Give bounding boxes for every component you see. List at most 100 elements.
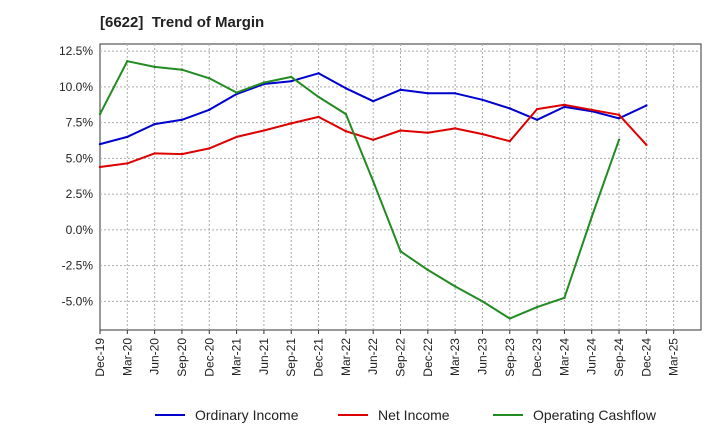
data-point-operating-cashflow xyxy=(453,285,457,288)
x-tick-label: Sep-22 xyxy=(394,338,408,377)
x-tick-label: Sep-23 xyxy=(503,338,517,377)
data-point-ordinary-income xyxy=(153,122,156,126)
data-point-ordinary-income xyxy=(126,135,129,139)
x-tick-label: Mar-22 xyxy=(339,338,353,376)
data-point-ordinary-income xyxy=(371,100,375,103)
plot-area xyxy=(99,43,702,331)
legend-item-operating-cashflow: Operating Cashflow xyxy=(493,407,657,423)
legend-label: Operating Cashflow xyxy=(533,407,657,423)
x-tick-label: Sep-21 xyxy=(284,338,298,377)
data-point-operating-cashflow xyxy=(317,95,320,99)
data-point-ordinary-income xyxy=(317,72,320,75)
y-tick-label: 7.5% xyxy=(66,116,94,130)
data-point-operating-cashflow xyxy=(617,138,621,142)
data-point-net-income xyxy=(317,115,320,119)
data-point-net-income xyxy=(399,129,402,132)
x-tick-label: Dec-24 xyxy=(639,338,653,377)
data-point-ordinary-income xyxy=(426,92,430,95)
chart-title: [6622] Trend of Margin xyxy=(100,14,265,31)
x-tick-label: Jun-23 xyxy=(475,338,489,375)
data-point-operating-cashflow xyxy=(262,81,266,84)
data-point-operating-cashflow xyxy=(399,250,402,253)
data-point-ordinary-income xyxy=(563,105,566,109)
data-point-ordinary-income xyxy=(508,107,511,110)
legend-item-ordinary-income: Ordinary Income xyxy=(155,407,299,423)
data-point-net-income xyxy=(563,103,566,106)
x-tick-label: Dec-23 xyxy=(530,338,544,377)
x-tick-label: Dec-22 xyxy=(421,338,435,377)
data-point-net-income xyxy=(344,130,348,133)
data-point-operating-cashflow xyxy=(153,65,156,69)
y-tick-label: 0.0% xyxy=(66,223,94,237)
data-point-operating-cashflow xyxy=(344,112,348,116)
data-point-net-income xyxy=(98,165,102,169)
data-point-operating-cashflow xyxy=(426,268,430,272)
data-point-operating-cashflow xyxy=(563,296,566,300)
x-tick-label: Sep-24 xyxy=(612,338,626,377)
data-point-net-income xyxy=(235,135,238,139)
legend-label: Net Income xyxy=(378,407,450,423)
data-point-ordinary-income xyxy=(208,108,211,111)
data-point-net-income xyxy=(453,127,457,130)
data-point-net-income xyxy=(208,147,211,150)
data-point-ordinary-income xyxy=(399,88,402,91)
x-tick-label: Mar-23 xyxy=(448,338,462,376)
x-tick-label: Mar-20 xyxy=(120,338,134,376)
data-point-ordinary-income xyxy=(535,118,539,121)
data-point-operating-cashflow xyxy=(126,59,129,63)
x-tick-label: Dec-20 xyxy=(202,338,216,377)
data-point-operating-cashflow xyxy=(590,215,593,219)
data-point-ordinary-income xyxy=(645,104,648,107)
data-point-operating-cashflow xyxy=(98,112,102,116)
data-point-operating-cashflow xyxy=(235,91,238,94)
data-point-net-income xyxy=(290,122,293,125)
x-tick-label: Jun-21 xyxy=(257,338,271,375)
x-tick-label: Sep-20 xyxy=(175,338,189,377)
data-point-net-income xyxy=(126,162,129,165)
data-point-net-income xyxy=(590,108,593,111)
data-point-net-income xyxy=(426,131,430,134)
series-line-operating-cashflow xyxy=(99,60,620,320)
data-point-ordinary-income xyxy=(453,92,457,95)
data-point-net-income xyxy=(481,132,484,136)
x-tick-label: Jun-24 xyxy=(585,338,599,375)
data-point-operating-cashflow xyxy=(371,180,375,183)
y-tick-label: 2.5% xyxy=(66,187,94,201)
data-point-ordinary-income xyxy=(290,79,293,83)
data-point-net-income xyxy=(535,107,539,111)
y-tick-label: -5.0% xyxy=(62,294,94,308)
x-tick-label: Jun-22 xyxy=(366,338,380,375)
data-point-ordinary-income xyxy=(180,118,184,121)
data-point-ordinary-income xyxy=(481,98,484,101)
data-point-operating-cashflow xyxy=(481,300,484,303)
data-point-net-income xyxy=(153,152,156,155)
x-tick-label: Jun-20 xyxy=(148,338,162,375)
data-point-net-income xyxy=(371,138,375,142)
data-point-operating-cashflow xyxy=(508,317,511,320)
data-point-net-income xyxy=(617,113,621,116)
x-tick-label: Mar-25 xyxy=(667,338,681,376)
data-point-operating-cashflow xyxy=(180,68,184,71)
y-tick-label: 5.0% xyxy=(66,151,94,165)
data-point-ordinary-income xyxy=(98,142,102,146)
legend-item-net-income: Net Income xyxy=(338,407,450,423)
data-point-operating-cashflow xyxy=(208,77,211,80)
x-tick-label: Mar-24 xyxy=(557,338,571,376)
data-point-operating-cashflow xyxy=(535,305,539,309)
x-tick-label: Dec-19 xyxy=(93,338,107,377)
data-point-operating-cashflow xyxy=(290,75,293,79)
data-point-net-income xyxy=(180,152,184,156)
y-tick-label: 12.5% xyxy=(59,44,93,58)
data-point-net-income xyxy=(262,129,266,132)
legend-label: Ordinary Income xyxy=(195,407,299,423)
data-point-ordinary-income xyxy=(617,117,621,120)
x-tick-label: Mar-21 xyxy=(230,338,244,376)
y-tick-label: -2.5% xyxy=(62,259,94,273)
data-point-ordinary-income xyxy=(344,87,348,90)
y-tick-label: 10.0% xyxy=(59,80,93,94)
data-point-net-income xyxy=(645,143,648,147)
data-point-net-income xyxy=(508,140,511,143)
x-tick-label: Dec-21 xyxy=(312,338,326,377)
